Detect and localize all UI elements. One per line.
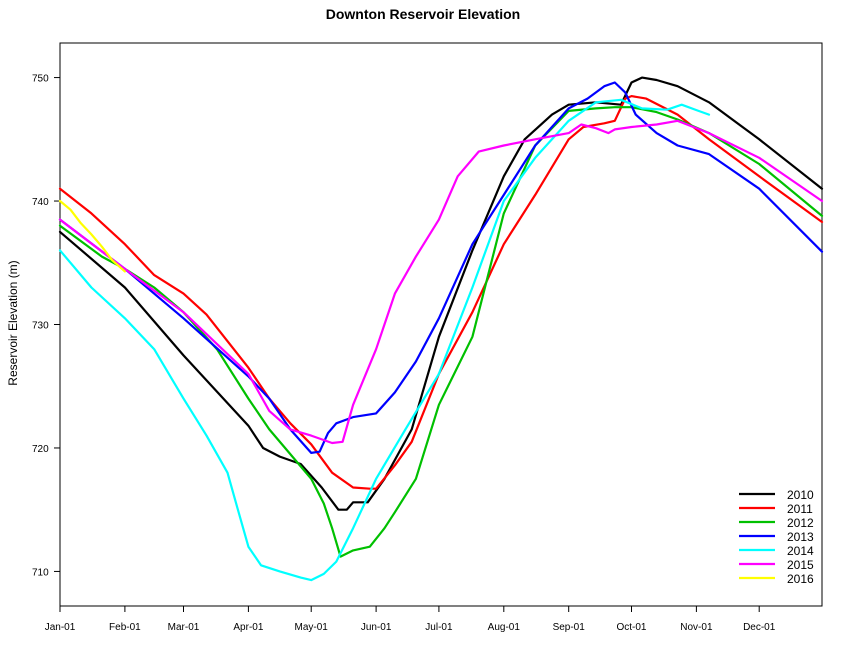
x-tick-label: Feb-01 bbox=[109, 622, 141, 633]
y-tick-label: 720 bbox=[32, 444, 49, 455]
y-tick-label: 730 bbox=[32, 321, 49, 332]
y-tick-label: 710 bbox=[32, 567, 49, 578]
series-lines bbox=[58, 76, 824, 582]
series-line-2015 bbox=[58, 119, 824, 445]
x-tick-label: Nov-01 bbox=[680, 622, 713, 633]
y-axis: 710 720 730 740 750 bbox=[32, 74, 60, 578]
series-line-2016 bbox=[58, 199, 126, 273]
x-tick-label: May-01 bbox=[295, 622, 329, 633]
x-tick-label: Aug-01 bbox=[488, 622, 521, 633]
legend-label: 2014 bbox=[787, 544, 814, 558]
y-axis-label: Reservoir Elevation (m) bbox=[6, 260, 20, 385]
x-tick-label: Apr-01 bbox=[233, 622, 263, 633]
series-line-2013 bbox=[58, 81, 824, 454]
plot-frame bbox=[59, 42, 823, 607]
series-line-2011 bbox=[58, 95, 824, 490]
legend-label: 2011 bbox=[787, 502, 813, 516]
x-axis: Jan-01 Feb-01 Mar-01 Apr-01 May-01 Jun-01 Jul-… bbox=[45, 606, 776, 633]
series-line-2014 bbox=[58, 98, 711, 582]
legend-label: 2016 bbox=[787, 572, 814, 586]
x-tick-label: Dec-01 bbox=[743, 622, 776, 633]
series-line-2010 bbox=[58, 76, 824, 511]
x-tick-label: Mar-01 bbox=[168, 622, 200, 633]
legend-label: 2010 bbox=[787, 488, 814, 502]
x-tick-label: Jan-01 bbox=[45, 622, 76, 633]
x-tick-label: Jul-01 bbox=[425, 622, 453, 633]
x-tick-label: Sep-01 bbox=[553, 622, 586, 633]
x-tick-label: Oct-01 bbox=[616, 622, 646, 633]
legend-label: 2012 bbox=[787, 516, 814, 530]
chart-title: Downton Reservoir Elevation bbox=[326, 6, 520, 22]
legend-label: 2015 bbox=[787, 558, 814, 572]
y-tick-label: 750 bbox=[32, 74, 49, 85]
x-tick-label: Jun-01 bbox=[361, 622, 392, 633]
y-tick-label: 740 bbox=[32, 197, 49, 208]
legend-label: 2013 bbox=[787, 530, 814, 544]
